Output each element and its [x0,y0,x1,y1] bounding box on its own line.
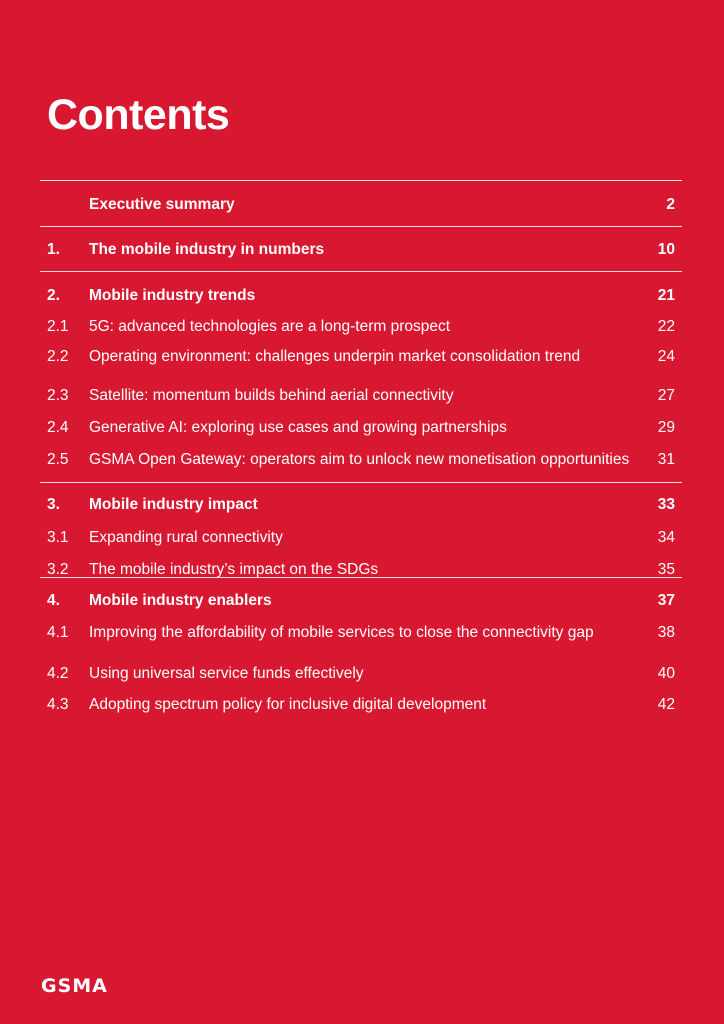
toc-entry-page: 10 [657,241,675,258]
toc-entry-label: 5G: advanced technologies are a long-ter… [89,318,451,335]
toc-entry-2-1[interactable]: 2.1 5G: advanced technologies are a long… [40,303,682,335]
toc-entry-page: 33 [657,496,675,513]
toc-entry-3-2[interactable]: 3.2 The mobile industry’s impact on the … [40,546,682,578]
toc-entry-page: 42 [657,696,675,713]
toc-entry-number: 1. [47,241,60,258]
toc-entry-2-3[interactable]: 2.3 Satellite: momentum builds behind ae… [40,373,682,405]
toc-entry-page: 40 [657,665,675,682]
toc-entry-number: 2.2 [47,348,69,365]
divider [40,226,682,227]
toc-entry-2-2[interactable]: 2.2 Operating environment: challenges un… [40,333,682,373]
toc-entry-number: 2.3 [47,387,69,404]
toc-entry-page: 35 [657,561,675,578]
divider [40,482,682,483]
toc-entry-label: Mobile industry impact [89,496,258,513]
toc-entry-number: 2.4 [47,419,69,436]
toc-entry-section-1[interactable]: 1. The mobile industry in numbers 10 [40,227,682,271]
toc-entry-label: Adopting spectrum policy for inclusive d… [89,696,487,713]
toc-entry-page: 37 [657,592,675,609]
toc-entry-number: 4.1 [47,624,69,641]
toc-entry-number: 3.2 [47,561,69,578]
toc-entry-label: Mobile industry enablers [89,592,272,609]
gsma-logo: GSMA [41,975,108,997]
table-of-contents: Executive summary 2 1. The mobile indust… [40,180,682,713]
toc-entry-section-2[interactable]: 2. Mobile industry trends 21 [40,272,682,304]
toc-entry-3-1[interactable]: 3.1 Expanding rural connectivity 34 [40,515,682,546]
toc-entry-number: 2.5 [47,451,69,468]
divider [40,271,682,272]
toc-entry-4-2[interactable]: 4.2 Using universal service funds effect… [40,651,682,682]
toc-entry-4-3[interactable]: 4.3 Adopting spectrum policy for inclusi… [40,682,682,713]
toc-entry-page: 27 [657,387,675,404]
toc-entry-page: 31 [657,451,675,468]
toc-entry-number: 4. [47,592,60,609]
toc-entry-number: 2. [47,287,60,304]
toc-entry-label: Improving the affordability of mobile se… [89,624,594,641]
toc-entry-page: 34 [657,529,675,546]
toc-entry-number: 3.1 [47,529,69,546]
toc-entry-label: The mobile industry in numbers [89,241,325,258]
page-title: Contents [47,91,230,139]
toc-entry-label: Operating environment: challenges underp… [89,348,581,365]
toc-entry-page: 24 [657,348,675,365]
toc-entry-number: 4.2 [47,665,69,682]
toc-entry-label: The mobile industry’s impact on the SDGs [89,561,379,578]
toc-entry-page: 21 [657,287,675,304]
toc-entry-label: Generative AI: exploring use cases and g… [89,419,507,436]
toc-entry-page: 22 [657,318,675,335]
toc-entry-4-1[interactable]: 4.1 Improving the affordability of mobil… [40,610,682,651]
toc-entry-2-4[interactable]: 2.4 Generative AI: exploring use cases a… [40,405,682,436]
toc-entry-number: 4.3 [47,696,69,713]
toc-entry-page: 29 [657,419,675,436]
toc-entry-section-3[interactable]: 3. Mobile industry impact 33 [40,483,682,515]
toc-entry-number: 2.1 [47,318,69,335]
divider [40,577,682,578]
toc-entry-label: GSMA Open Gateway: operators aim to unlo… [89,451,630,468]
toc-entry-label: Expanding rural connectivity [89,529,283,546]
toc-entry-page: 38 [657,624,675,641]
toc-entry-label: Executive summary [89,196,235,213]
toc-entry-2-5[interactable]: 2.5 GSMA Open Gateway: operators aim to … [40,436,682,482]
toc-entry-number: 3. [47,496,60,513]
toc-entry-label: Using universal service funds effectivel… [89,665,364,682]
toc-entry-section-4[interactable]: 4. Mobile industry enablers 37 [40,578,682,610]
toc-entry-executive-summary[interactable]: Executive summary 2 [40,181,682,226]
toc-entry-label: Mobile industry trends [89,287,256,304]
divider [40,180,682,181]
toc-entry-label: Satellite: momentum builds behind aerial… [89,387,454,404]
toc-entry-page: 2 [666,196,675,213]
